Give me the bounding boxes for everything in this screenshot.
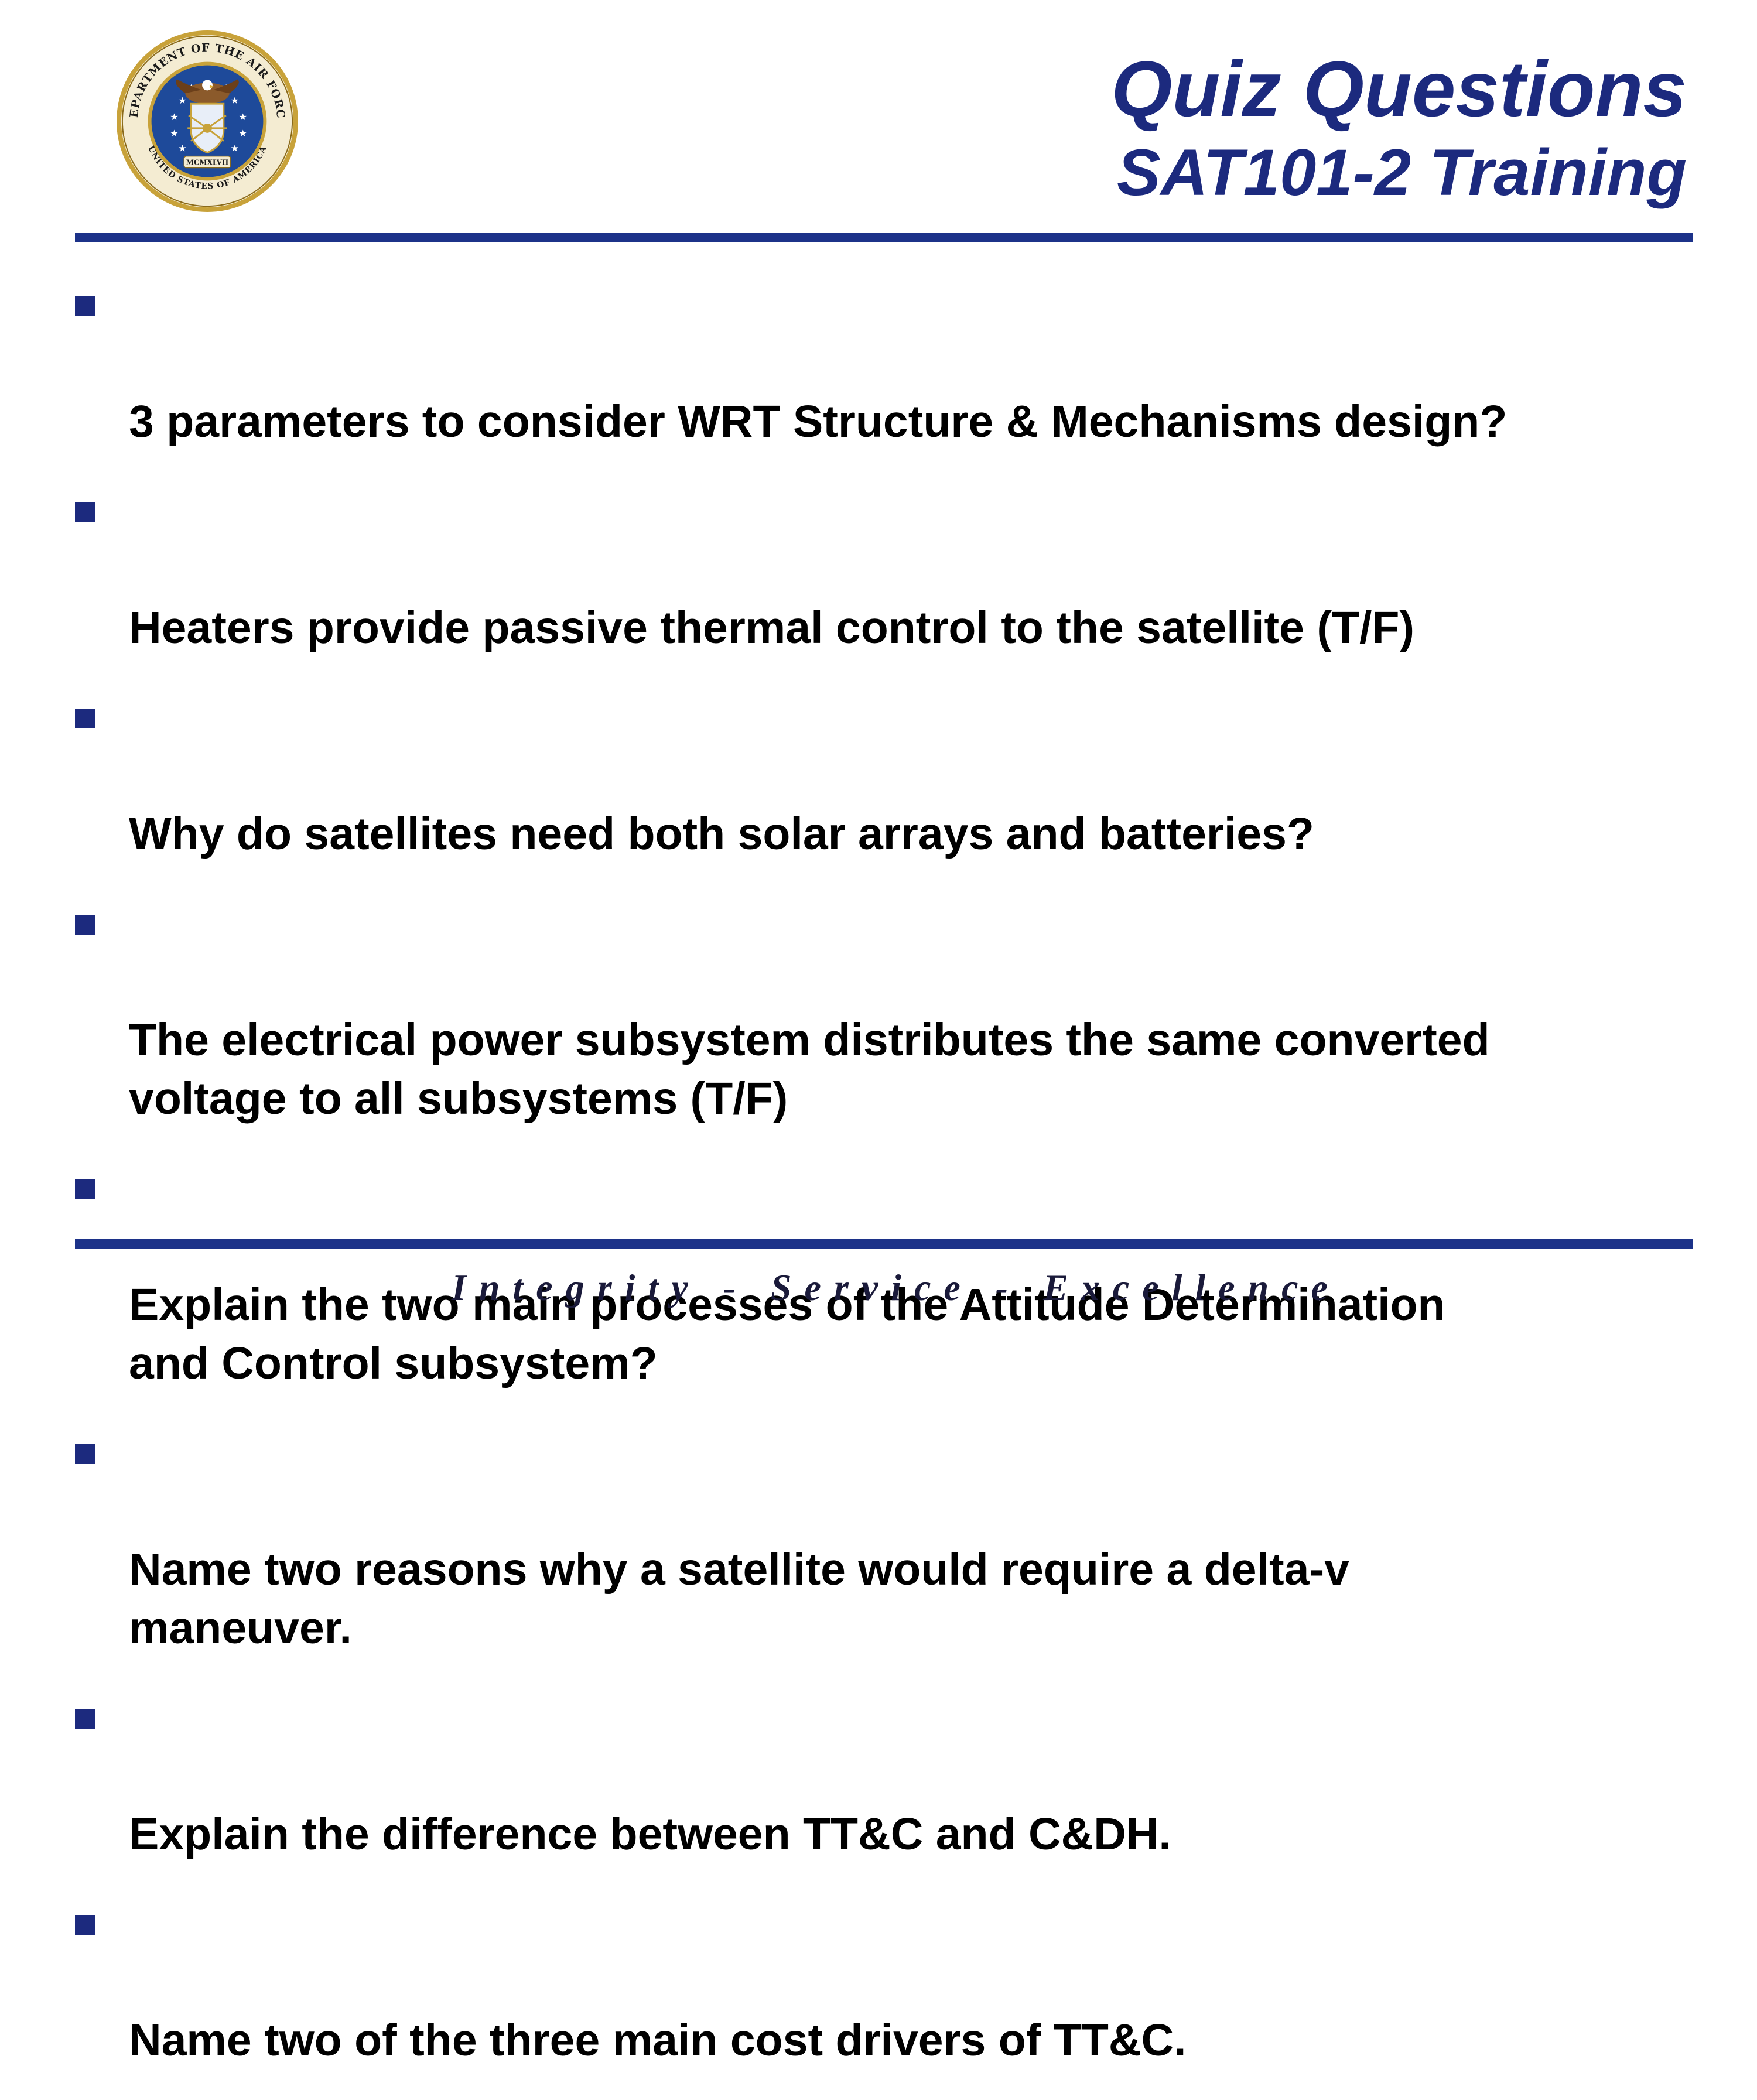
air-force-seal-icon: DEPARTMENT OF THE AIR FORCE UNITED STATE… <box>114 28 299 213</box>
footer-motto: Integrity - Service - Excellence <box>452 1267 1341 1308</box>
square-bullet-icon <box>75 1709 95 1729</box>
question-text: 3 parameters to consider WRT Structure &… <box>129 396 1508 447</box>
question-text: Why do satellites need both solar arrays… <box>129 809 1314 859</box>
seal-year-text: MCMXLVII <box>186 159 229 167</box>
svg-text:★: ★ <box>170 128 178 139</box>
list-item: Name two of the three main cost drivers … <box>75 1894 1691 2070</box>
list-item: 3 parameters to consider WRT Structure &… <box>75 275 1691 451</box>
list-item: Name two reasons why a satellite would r… <box>75 1423 1691 1657</box>
question-text: Explain the difference between TT&C and … <box>129 1809 1171 1859</box>
square-bullet-icon <box>75 296 95 316</box>
svg-text:★: ★ <box>178 95 186 106</box>
slide-subtitle: SAT101-2 Training <box>1117 136 1687 209</box>
footer-divider <box>75 1239 1693 1249</box>
question-text: Name two reasons why a satellite would r… <box>129 1544 1349 1653</box>
square-bullet-icon <box>75 915 95 935</box>
svg-text:★: ★ <box>239 128 247 139</box>
slide-title: Quiz Questions <box>1111 46 1687 133</box>
svg-text:★: ★ <box>178 143 186 154</box>
question-text: The electrical power subsystem distribut… <box>129 1015 1490 1124</box>
svg-text:★: ★ <box>170 111 178 122</box>
square-bullet-icon <box>75 1444 95 1464</box>
square-bullet-icon <box>75 1179 95 1199</box>
list-item: Why do satellites need both solar arrays… <box>75 688 1691 863</box>
square-bullet-icon <box>75 1915 95 1935</box>
svg-text:★: ★ <box>231 95 239 106</box>
question-text: Name two of the three main cost drivers … <box>129 2015 1187 2065</box>
slide-title-block: Quiz Questions SAT101-2 Training <box>1111 46 1687 212</box>
header-divider <box>75 233 1693 242</box>
square-bullet-icon <box>75 502 95 522</box>
svg-text:★: ★ <box>231 143 239 154</box>
list-item: Explain the difference between TT&C and … <box>75 1688 1691 1863</box>
question-list: 3 parameters to consider WRT Structure &… <box>75 275 1691 2100</box>
svg-text:★: ★ <box>239 111 247 122</box>
list-item: Heaters provide passive thermal control … <box>75 481 1691 657</box>
square-bullet-icon <box>75 709 95 728</box>
list-item: The electrical power subsystem distribut… <box>75 894 1691 1128</box>
question-text: Heaters provide passive thermal control … <box>129 603 1415 653</box>
